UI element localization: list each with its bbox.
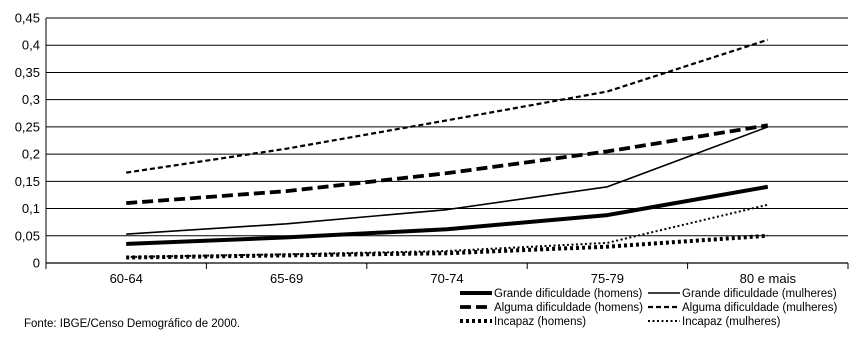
gridlines <box>46 17 848 237</box>
legend-label: Grande dificuldade (homens) <box>494 288 642 300</box>
y-axis: 0 0,05 0,1 0,15 0,2 0,25 0,3 0,35 0,4 0,45 <box>15 11 47 271</box>
y-tick-label: 0 <box>33 256 40 271</box>
y-tick-label: 0,45 <box>15 11 40 26</box>
x-tick-label: 60-64 <box>110 271 143 286</box>
y-tick-label: 0,25 <box>15 119 40 134</box>
series-line-2 <box>126 126 769 235</box>
x-tick-label: 70-74 <box>430 271 463 286</box>
source-note: Fonte: IBGE/Censo Demográfico de 2000. <box>24 318 241 330</box>
y-tick-label: 0,3 <box>22 92 40 107</box>
y-tick-label: 0,1 <box>22 201 40 216</box>
series-lines <box>126 38 769 260</box>
x-tick-label: 75-79 <box>591 271 624 286</box>
y-tick-label: 0,05 <box>15 228 40 243</box>
series-line-1 <box>126 184 769 246</box>
legend: Grande dificuldade (homens) Grande dificu… <box>460 288 837 328</box>
series-line-5 <box>126 233 768 260</box>
series-line-4 <box>126 38 769 174</box>
legend-label: Grande dificuldade (mulheres) <box>682 288 837 300</box>
legend-label: Incapaz (homens) <box>494 316 586 328</box>
y-tick-label: 0,4 <box>22 38 40 53</box>
y-tick-label: 0,2 <box>22 147 40 162</box>
x-axis: 60-64 65-69 70-74 75-79 80 e mais <box>45 262 849 286</box>
legend-label: Alguma dificuldade (mulheres) <box>682 302 837 314</box>
series-line-3 <box>126 123 769 206</box>
y-tick-label: 0,35 <box>15 65 40 80</box>
y-tick-label: 0,15 <box>15 174 40 189</box>
x-tick-label: 65-69 <box>270 271 303 286</box>
legend-label: Incapaz (mulheres) <box>682 316 781 328</box>
x-tick-label: 80 e mais <box>740 271 797 286</box>
series-line-6 <box>126 203 769 259</box>
legend-label: Alguma dificuldade (homens) <box>494 302 643 314</box>
